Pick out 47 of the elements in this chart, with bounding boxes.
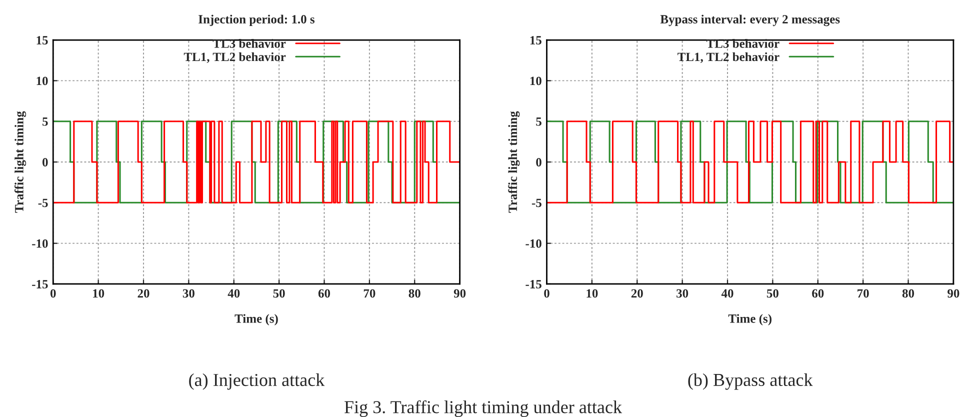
x-tick-label: 60 (318, 289, 330, 298)
x-tick-label: 10 (586, 289, 598, 298)
x-tick-label: 10 (93, 289, 104, 298)
x-tick-label: 90 (454, 289, 466, 298)
y-tick-label: 5 (536, 118, 542, 126)
x-tick-label: 50 (273, 289, 285, 298)
x-tick-label: 40 (228, 289, 240, 298)
y-tick-label: 15 (36, 36, 48, 44)
y-tick-label: 15 (530, 36, 542, 44)
x-axis-title: Time (s) (728, 314, 772, 326)
x-tick-label: 40 (721, 289, 734, 298)
y-tick-label: 5 (42, 118, 48, 126)
y-tick-label: 10 (530, 76, 542, 86)
x-tick-label: 80 (408, 289, 420, 298)
y-tick-label: -5 (532, 198, 542, 208)
y-tick-label: -10 (32, 239, 48, 248)
y-tick-label: 10 (36, 76, 48, 86)
y-tick-label: -10 (526, 239, 542, 248)
x-tick-label: 50 (766, 289, 778, 298)
y-tick-label: 0 (42, 158, 48, 166)
x-tick-label: 30 (182, 289, 194, 298)
x-tick-label: 30 (676, 289, 688, 298)
x-tick-label: 20 (138, 289, 150, 298)
x-tick-label: 70 (364, 289, 376, 298)
y-tick-label: -15 (32, 280, 48, 288)
legend-label: TL3 behavior (706, 39, 780, 48)
x-tick-label: 0 (50, 289, 56, 298)
x-tick-label: 80 (902, 289, 914, 298)
y-tick-label: 0 (536, 158, 542, 166)
x-tick-label: 70 (858, 289, 869, 298)
chart-title: Bypass interval: every 2 messages (660, 14, 840, 26)
x-tick-label: 60 (812, 289, 824, 298)
chart-title: Injection period: 1.0 s (198, 14, 314, 26)
y-axis-title: Traffic light timing (14, 111, 26, 213)
caption: Fig 3. Traffic light timing under attack (344, 400, 622, 417)
y-tick-label: -5 (38, 198, 48, 208)
y-axis-title: Traffic light timing (508, 111, 520, 213)
legend-label: TL1, TL2 behavior (678, 52, 780, 63)
legend-label: TL1, TL2 behavior (184, 52, 286, 63)
y-tick-label: -15 (526, 280, 542, 288)
legend-label: TL3 behavior (212, 39, 286, 48)
text: (a) Injection attack (189, 373, 325, 390)
x-axis-title: Time (s) (234, 314, 278, 326)
x-tick-label: 20 (631, 289, 643, 298)
x-tick-label: 90 (948, 289, 960, 298)
text: (b) Bypass attack (688, 373, 813, 390)
x-tick-label: 0 (544, 289, 550, 298)
